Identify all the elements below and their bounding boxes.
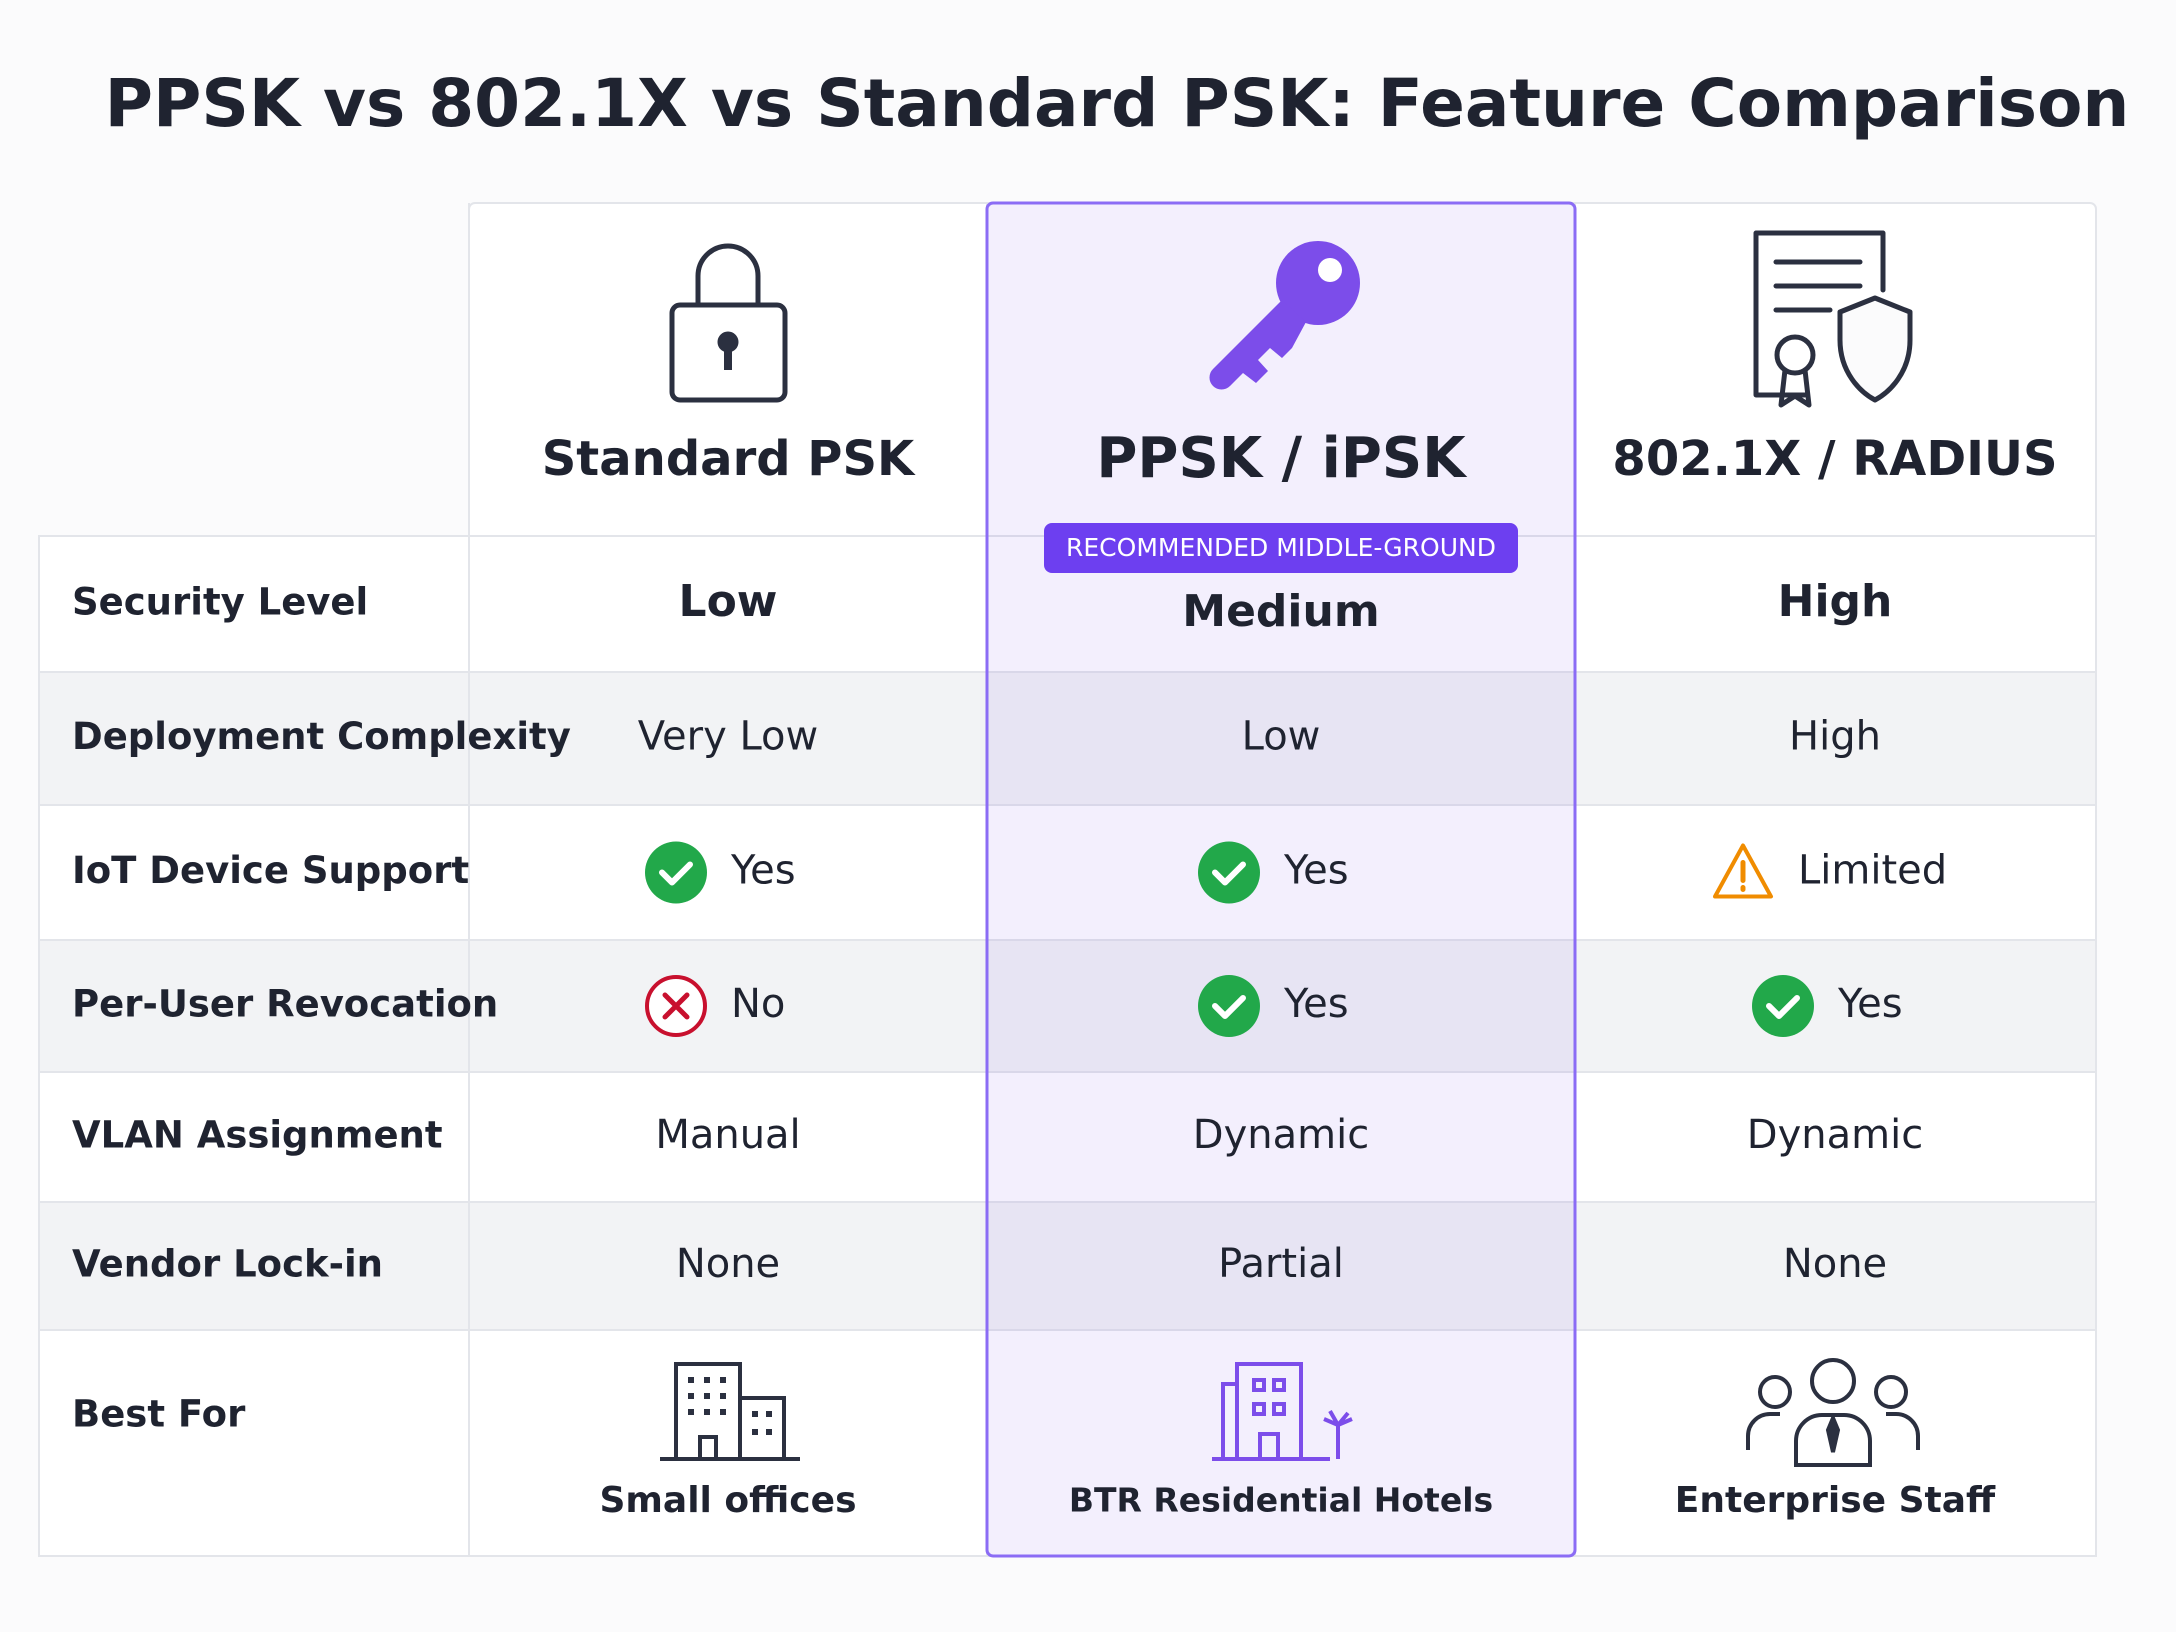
check-circle bbox=[1198, 975, 1260, 1037]
cell-value: High bbox=[1789, 714, 1881, 760]
row-label: Best For bbox=[72, 1393, 246, 1436]
column-header: 802.1X / RADIUS bbox=[1612, 431, 2057, 487]
column-header: Standard PSK bbox=[542, 431, 916, 487]
cell-value: Medium bbox=[1182, 586, 1379, 637]
cell-value: None bbox=[1783, 1241, 1887, 1287]
cell-value: No bbox=[731, 981, 785, 1027]
hotel-icon bbox=[1212, 1362, 1353, 1461]
badge-text: RECOMMENDED MIDDLE-GROUND bbox=[1066, 533, 1496, 562]
warning-triangle bbox=[1713, 843, 1773, 899]
cell-value: None bbox=[676, 1241, 780, 1287]
cell-value: Low bbox=[1242, 714, 1321, 760]
certificate-icon bbox=[1753, 230, 1913, 408]
cell-value: Limited bbox=[1798, 848, 1947, 894]
highlight-column bbox=[985, 201, 1577, 1558]
row-band bbox=[40, 1202, 2095, 1330]
check-icon bbox=[1198, 841, 1260, 904]
cell-value: Dynamic bbox=[1747, 1112, 1923, 1158]
check-icon bbox=[1198, 975, 1260, 1037]
check-mark bbox=[1212, 995, 1246, 1019]
office-building-icon bbox=[660, 1362, 800, 1461]
lock-icon bbox=[669, 243, 788, 403]
staff-icon bbox=[1746, 1358, 1920, 1467]
row-label: VLAN Assignment bbox=[72, 1114, 443, 1157]
check-circle bbox=[1752, 975, 1814, 1037]
warn-icon bbox=[1713, 843, 1773, 899]
cell-value: High bbox=[1778, 576, 1893, 627]
row-band bbox=[40, 672, 2095, 805]
row-label: Per-User Revocation bbox=[72, 983, 498, 1026]
badge bbox=[1044, 523, 1518, 573]
cell-value: Manual bbox=[655, 1112, 800, 1158]
best-for-value: Enterprise Staff bbox=[1675, 1480, 1996, 1521]
check-mark bbox=[1766, 995, 1800, 1019]
cell-value: Yes bbox=[730, 848, 796, 894]
check-circle bbox=[1198, 841, 1260, 904]
cell-value: Dynamic bbox=[1193, 1112, 1369, 1158]
check-mark bbox=[659, 861, 693, 886]
row-label: IoT Device Support bbox=[72, 849, 469, 892]
cell-value: Yes bbox=[1837, 981, 1903, 1027]
best-for-value: Small offices bbox=[599, 1480, 856, 1521]
check-icon bbox=[645, 841, 707, 904]
cross-icon bbox=[645, 975, 707, 1037]
row-label: Deployment Complexity bbox=[72, 715, 571, 758]
check-mark bbox=[1212, 861, 1246, 886]
row-label: Security Level bbox=[72, 581, 368, 624]
key-icon bbox=[1209, 241, 1360, 390]
best-for-value: BTR Residential Hotels bbox=[1069, 1481, 1493, 1520]
cell-value: Yes bbox=[1283, 981, 1349, 1027]
column-header: PPSK / iPSK bbox=[1096, 426, 1468, 491]
title: PPSK vs 802.1X vs Standard PSK: Feature … bbox=[105, 65, 2130, 142]
check-icon bbox=[1752, 975, 1814, 1037]
cell-value: Partial bbox=[1218, 1241, 1344, 1287]
cell-value: Low bbox=[679, 576, 778, 627]
cross-mark bbox=[662, 992, 690, 1020]
row-label: Vendor Lock-in bbox=[72, 1243, 383, 1286]
cell-value: Yes bbox=[1283, 848, 1349, 894]
cell-value: Very Low bbox=[638, 714, 818, 760]
check-circle bbox=[645, 841, 707, 904]
